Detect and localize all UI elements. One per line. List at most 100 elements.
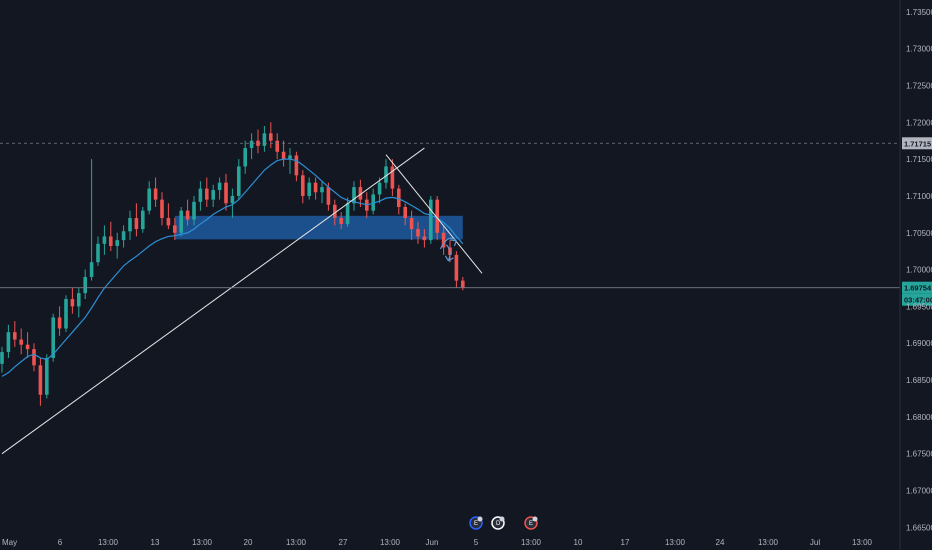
candle xyxy=(230,188,235,219)
candle-body xyxy=(441,232,446,248)
x-tick-label: Jun xyxy=(426,538,439,547)
candle-body xyxy=(32,349,36,366)
candle xyxy=(77,287,81,318)
candle-body xyxy=(275,140,279,152)
candle xyxy=(409,210,414,241)
price-tag-label: 1.69754 xyxy=(904,284,932,293)
candle xyxy=(243,140,247,174)
candle-body xyxy=(134,218,139,230)
candle-body xyxy=(217,182,222,191)
candle-body xyxy=(89,262,94,277)
candle xyxy=(160,192,164,226)
candle xyxy=(429,195,433,244)
x-tick-label: 13:00 xyxy=(665,538,686,547)
candle xyxy=(13,321,17,347)
candle-body xyxy=(326,187,331,205)
candle-body xyxy=(288,155,292,160)
x-tick-label: 13:00 xyxy=(286,538,307,547)
candle-body xyxy=(224,182,228,204)
event-marker[interactable]: E xyxy=(524,516,538,530)
candle xyxy=(192,195,196,226)
y-tick-label: 1.71500 xyxy=(906,155,932,164)
candle xyxy=(0,346,4,373)
candle-body xyxy=(6,332,11,353)
arrowhead-icon xyxy=(444,255,454,262)
candle xyxy=(198,181,203,211)
candle-body xyxy=(173,225,177,233)
y-tick-label: 1.70500 xyxy=(906,229,932,238)
candle xyxy=(185,199,190,226)
candle xyxy=(320,181,324,204)
candle xyxy=(173,218,177,241)
moving-average-line xyxy=(1,158,464,377)
candle-body xyxy=(435,199,439,233)
candle-body xyxy=(294,155,299,176)
supply-zone xyxy=(174,215,463,240)
candle xyxy=(288,148,292,174)
candle xyxy=(416,221,420,244)
x-tick-label: 13:00 xyxy=(521,538,542,547)
candle xyxy=(269,122,273,149)
x-tick-label: 13:00 xyxy=(192,538,213,547)
candle xyxy=(121,225,126,248)
x-tick-label: 13:00 xyxy=(98,538,119,547)
candle xyxy=(83,269,87,300)
candle xyxy=(153,177,158,207)
y-tick-label: 1.66500 xyxy=(906,523,932,532)
candle-body xyxy=(230,195,235,204)
candle xyxy=(352,181,356,211)
candle-body xyxy=(141,210,145,230)
candle xyxy=(141,206,145,233)
y-tick-label: 1.73500 xyxy=(906,8,932,17)
candle-body xyxy=(13,332,17,340)
candle xyxy=(403,203,407,226)
candle xyxy=(313,177,318,200)
y-tick-label: 1.72500 xyxy=(906,81,932,90)
candle xyxy=(307,177,311,200)
candle-body xyxy=(109,236,113,247)
candle-body xyxy=(461,280,465,288)
candle-body xyxy=(422,236,427,241)
candle xyxy=(262,125,267,152)
event-label: E xyxy=(474,521,478,527)
candle xyxy=(281,140,286,167)
candle-body xyxy=(320,187,324,193)
candle xyxy=(275,133,279,160)
candle-body xyxy=(45,357,49,395)
candle xyxy=(345,197,350,227)
candle xyxy=(205,177,209,207)
projection-arrow-up xyxy=(439,237,457,250)
candle xyxy=(89,159,94,281)
arrowhead-icon xyxy=(450,239,457,247)
y-tick-label: 1.69000 xyxy=(906,339,932,348)
candle-body xyxy=(377,182,382,195)
candle xyxy=(211,184,215,207)
event-marker[interactable]: D xyxy=(491,516,505,530)
candle-body xyxy=(249,140,254,149)
candle-body xyxy=(262,133,267,146)
candle xyxy=(38,357,43,406)
projection-arrow-down xyxy=(445,244,451,262)
y-tick-label: 1.68500 xyxy=(906,376,932,385)
candle-body xyxy=(211,190,215,200)
price-tag-bg xyxy=(902,281,932,294)
event-marker[interactable]: E xyxy=(469,516,483,530)
candle xyxy=(339,212,343,230)
candle-body xyxy=(192,201,196,220)
candle-body xyxy=(51,317,55,358)
candle-body xyxy=(185,210,190,220)
x-tick-label: 5 xyxy=(474,538,479,547)
candle xyxy=(179,206,183,237)
x-tick-label: 24 xyxy=(716,538,725,547)
falling-trendline xyxy=(385,154,483,274)
candle-body xyxy=(128,218,132,232)
candle xyxy=(64,295,68,333)
candle-body xyxy=(64,299,68,329)
rising-trendline xyxy=(1,147,425,455)
candle xyxy=(249,133,254,160)
candle xyxy=(390,159,395,196)
candle-body xyxy=(70,299,75,307)
candle-body xyxy=(153,188,158,200)
